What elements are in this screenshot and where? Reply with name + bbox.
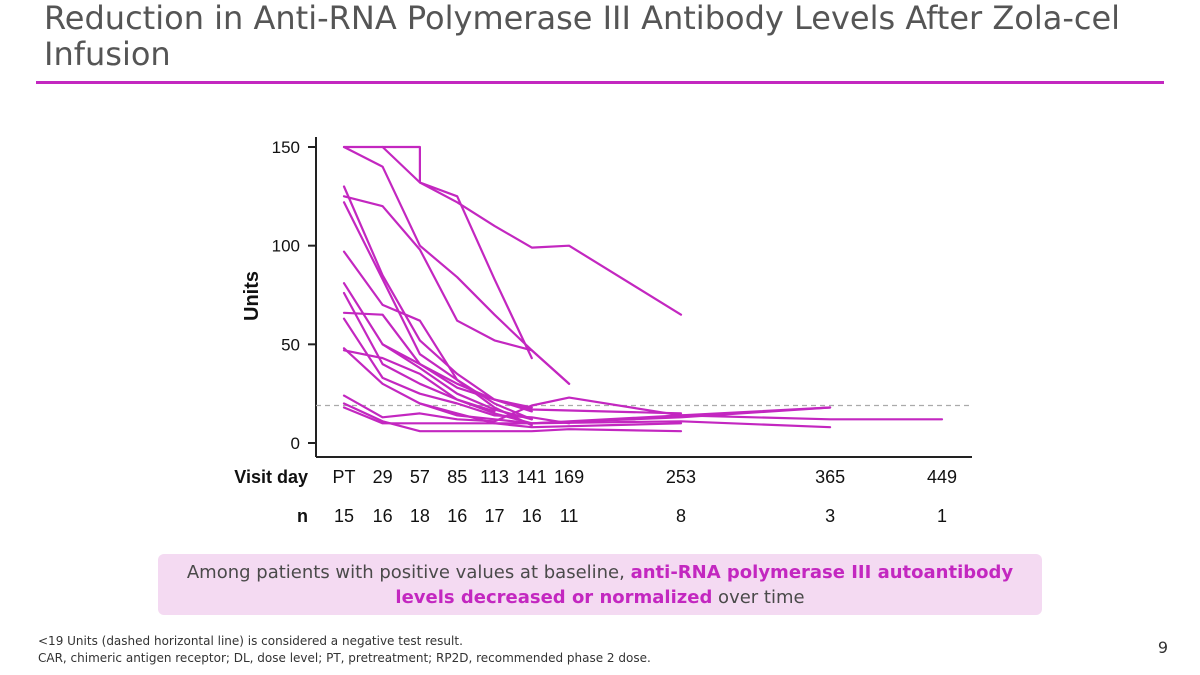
series-line-patient-6 <box>342 201 533 421</box>
n-count-label: 16 <box>373 506 393 526</box>
slide-title: Reduction in Anti-RNA Polymerase III Ant… <box>44 0 1121 73</box>
n-count-label: 8 <box>676 506 686 526</box>
n-count-label: 11 <box>560 506 579 526</box>
y-tick-label: 100 <box>272 237 300 256</box>
y-tick-label: 150 <box>272 138 300 157</box>
callout-text-part1: Among patients with positive values at b… <box>186 561 631 583</box>
x-tick-label: PT <box>332 467 355 487</box>
title-divider <box>36 81 1164 84</box>
n-count-label: 15 <box>334 506 354 526</box>
y-axis-title: Units <box>241 271 263 321</box>
n-count-label: 18 <box>410 506 430 526</box>
series-line-patient-4 <box>342 195 571 385</box>
x-tick-label: 85 <box>447 467 467 487</box>
x-tick-label: 169 <box>554 467 584 487</box>
x-tick-label: 57 <box>410 467 430 487</box>
x-tick-label: 29 <box>373 467 393 487</box>
summary-callout: Among patients with positive values at b… <box>158 554 1042 615</box>
series-line-patient-18 <box>418 402 683 429</box>
callout-text-part2: over time <box>712 586 805 608</box>
y-tick-label: 0 <box>291 434 300 453</box>
page-number: 9 <box>1157 638 1168 657</box>
series-line-patient-12 <box>342 349 832 425</box>
visit-day-row-label: Visit day <box>234 467 308 487</box>
x-tick-label: 449 <box>927 467 957 487</box>
x-tick-label: 113 <box>480 467 509 487</box>
x-tick-label: 365 <box>815 467 845 487</box>
series-line-patient-17 <box>381 343 683 415</box>
series-line-patient-14 <box>342 394 944 423</box>
series-line-patient-11 <box>342 317 571 425</box>
y-tick-label: 50 <box>281 335 300 354</box>
n-count-label: 17 <box>484 506 504 526</box>
footnote-threshold: <19 Units (dashed horizontal line) is co… <box>38 634 463 648</box>
series-line-patient-3 <box>381 145 683 316</box>
x-tick-label: 253 <box>666 467 696 487</box>
n-count-label: 16 <box>522 506 542 526</box>
n-count-label: 1 <box>937 506 947 526</box>
callout-highlight: anti-RNA polymerase III autoantibody lev… <box>395 561 1014 608</box>
n-row-label: n <box>297 506 308 526</box>
footnote-abbreviations: CAR, chimeric antigen receptor; DL, dose… <box>38 651 651 665</box>
x-tick-label: 141 <box>517 467 547 487</box>
n-count-label: 3 <box>825 506 835 526</box>
callout-text: Among patients with positive values at b… <box>158 560 1042 610</box>
n-count-label: 16 <box>447 506 467 526</box>
series-line-patient-8 <box>342 282 533 421</box>
series-line-patient-16 <box>342 406 832 425</box>
